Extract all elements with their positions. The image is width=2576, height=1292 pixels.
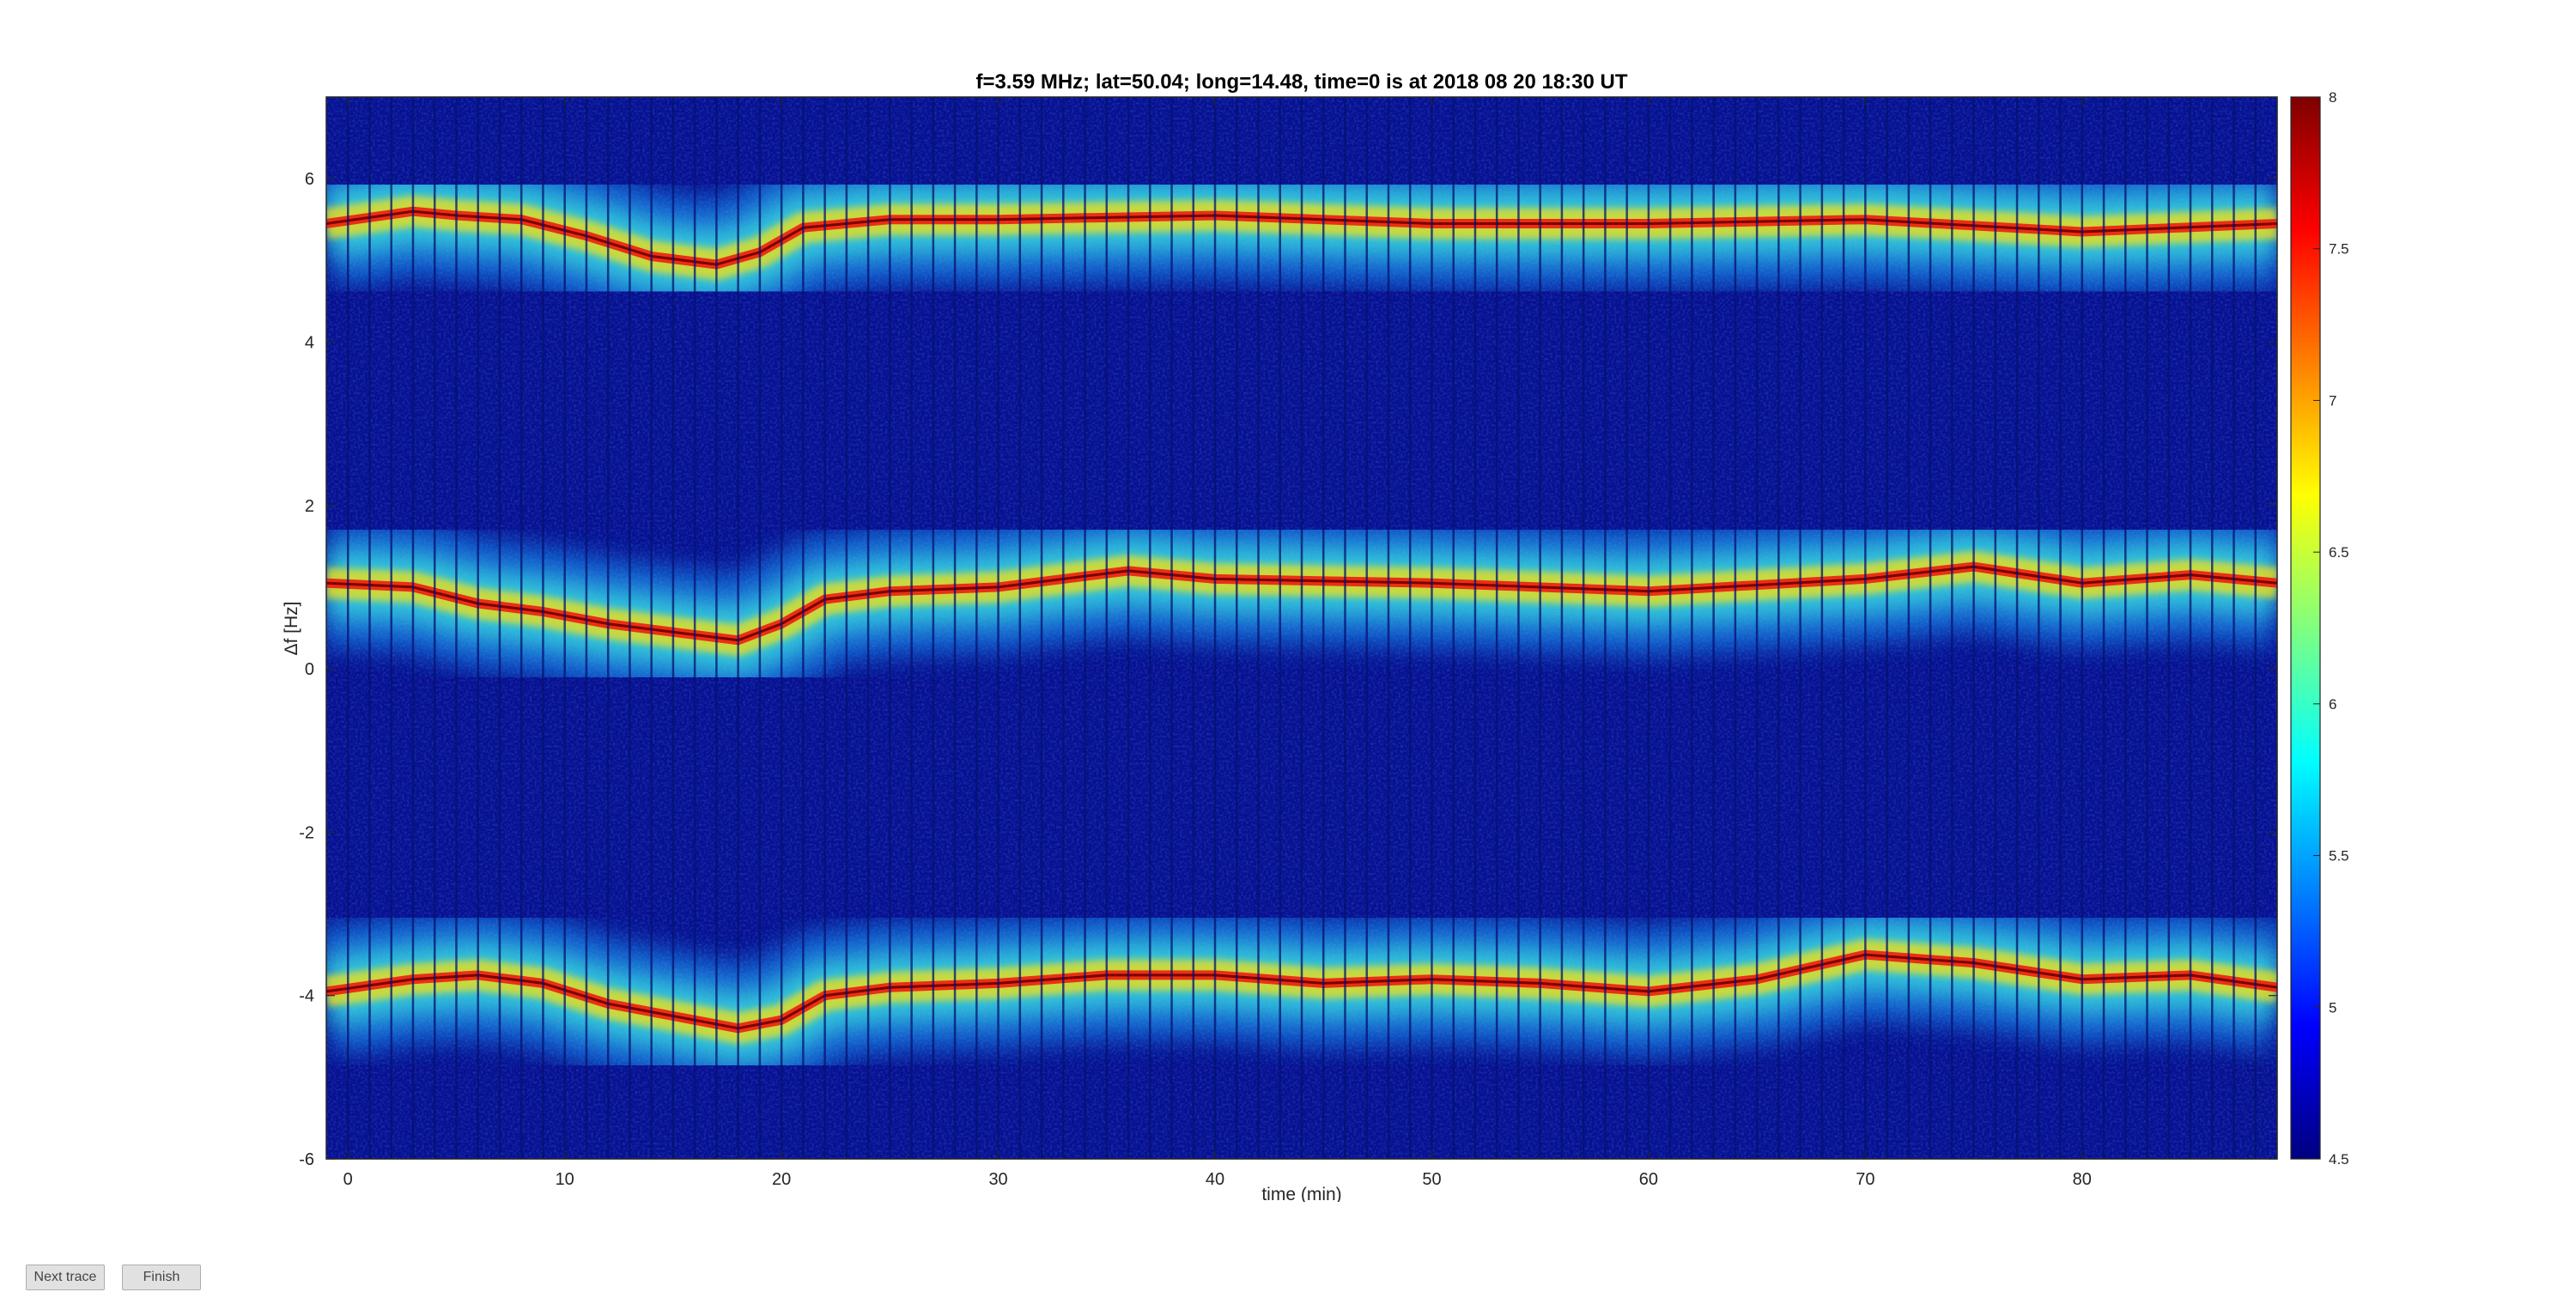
finish-button[interactable]: Finish <box>122 1265 201 1290</box>
x-tick-label: 30 <box>988 1170 1007 1189</box>
colorbar-tick-label: 6.5 <box>2329 544 2349 561</box>
x-tick-label: 50 <box>1422 1170 1441 1189</box>
plot-frame <box>325 96 2278 1160</box>
x-axis-label: time (min) <box>1261 1185 1341 1202</box>
next-trace-button[interactable]: Next trace <box>26 1265 105 1290</box>
y-tick-label: -6 <box>299 1150 314 1169</box>
y-tick-label: 6 <box>305 170 314 189</box>
colorbar-tick-label: 7 <box>2329 392 2336 409</box>
y-tick-label: 4 <box>305 333 314 352</box>
figure-title: f=3.59 MHz; lat=50.04; long=14.48, time=… <box>975 70 1627 94</box>
colorbar-tick-label: 4.5 <box>2329 1151 2349 1168</box>
y-tick-label: 2 <box>305 497 314 516</box>
y-axis-label: Δf [Hz] <box>282 601 301 655</box>
y-tick-label: -2 <box>299 823 314 842</box>
x-tick-label: 40 <box>1206 1170 1224 1189</box>
spectrogram-figure: f=3.59 MHz; lat=50.04; long=14.48, time=… <box>282 70 2349 1202</box>
x-tick-label: 20 <box>772 1170 791 1189</box>
y-tick-label: 0 <box>305 660 314 679</box>
time-gap-stripes <box>346 97 2257 1159</box>
colorbar-tick-label: 6 <box>2329 696 2336 713</box>
y-axis: -6 -4 -2 0 2 4 6 <box>299 170 2277 1169</box>
colorbar-tick-label: 5 <box>2329 999 2336 1016</box>
x-axis: 0 10 20 30 40 50 60 70 80 <box>343 97 2092 1189</box>
y-tick-label: -4 <box>299 987 314 1006</box>
colorbar-tick-label: 8 <box>2329 89 2336 106</box>
x-tick-label: 0 <box>343 1170 353 1189</box>
x-tick-label: 10 <box>556 1170 574 1189</box>
x-tick-label: 70 <box>1856 1170 1874 1189</box>
colorbar <box>2290 96 2321 1160</box>
colorbar-tick-label: 5.5 <box>2329 848 2349 864</box>
x-tick-label: 80 <box>2073 1170 2092 1189</box>
plot-area <box>326 97 2277 1159</box>
echo-core-line <box>326 565 2277 642</box>
colorbar-ticks: 4.5 5 5.5 6 6.5 7 7.5 8 <box>2313 89 2349 1168</box>
x-tick-label: 60 <box>1639 1170 1658 1189</box>
colorbar-tick-label: 7.5 <box>2329 241 2349 258</box>
